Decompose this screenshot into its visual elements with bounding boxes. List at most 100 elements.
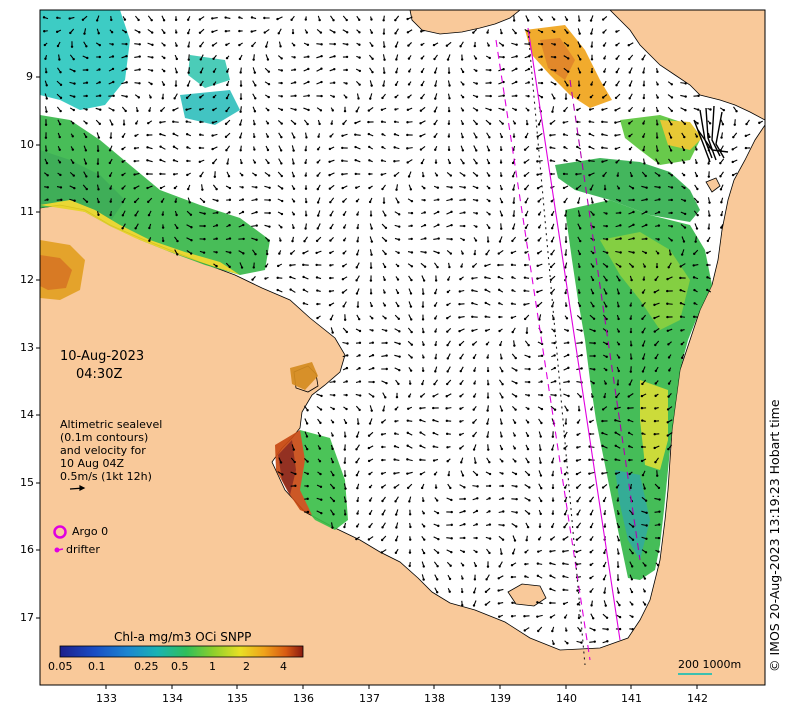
velocity-arrow-head: [203, 224, 206, 228]
velocity-arrow-head: [463, 486, 466, 489]
velocity-arrow-head: [239, 84, 243, 87]
velocity-arrow-head: [199, 58, 202, 61]
velocity-arrow-head: [513, 539, 517, 542]
velocity-arrow-head: [241, 198, 245, 201]
velocity-arrow-head: [407, 57, 411, 60]
velocity-arrow-head: [499, 161, 503, 164]
velocity-arrow-head: [368, 485, 372, 489]
velocity-arrow-head: [682, 161, 686, 164]
velocity-arrow-head: [174, 18, 178, 22]
velocity-arrow-head: [643, 265, 646, 268]
velocity-arrow-head: [294, 484, 297, 488]
velocity-arrow-head: [381, 421, 384, 424]
velocity-arrow-head: [527, 109, 530, 112]
velocity-arrow-head: [502, 80, 505, 84]
velocity-arrow-head: [394, 513, 398, 516]
velocity-arrow-head: [358, 329, 362, 333]
velocity-arrow-head: [602, 174, 605, 178]
velocity-arrow-head: [693, 252, 696, 256]
velocity-arrow-head: [437, 237, 440, 240]
x-tick-142: 142: [687, 692, 708, 705]
velocity-arrow-head: [721, 123, 725, 126]
velocity-arrow-head: [138, 31, 141, 34]
velocity-arrow-head: [564, 214, 567, 217]
velocity-arrow-head: [487, 174, 491, 177]
velocity-arrow-head: [432, 431, 435, 435]
velocity-arrow-head: [315, 276, 319, 279]
velocity-arrow-head: [86, 68, 89, 72]
velocity-arrow-head: [185, 120, 188, 123]
velocity-arrow-head: [540, 81, 544, 85]
velocity-arrow-head: [318, 459, 322, 463]
velocity-arrow-head: [486, 422, 489, 425]
velocity-arrow-head: [549, 550, 552, 553]
velocity-arrow-head: [409, 292, 413, 295]
velocity-arrow-head: [367, 459, 371, 463]
velocity-arrow-head: [133, 159, 136, 163]
velocity-arrow-head: [591, 292, 595, 295]
velocity-arrow-head: [540, 42, 544, 46]
velocity-arrow-head: [618, 211, 622, 214]
velocity-arrow-head: [513, 447, 517, 450]
velocity-arrow-head: [358, 341, 362, 345]
velocity-arrow-head: [212, 83, 216, 86]
velocity-arrow-head: [720, 213, 723, 217]
velocity-arrow-head: [446, 343, 449, 347]
velocity-arrow-head: [436, 265, 439, 269]
velocity-arrow-head: [745, 122, 748, 126]
velocity-arrow-head: [538, 525, 542, 528]
velocity-arrow-head: [276, 17, 279, 21]
velocity-arrow-head: [329, 200, 332, 204]
velocity-arrow-head: [589, 188, 593, 191]
velocity-arrow-head: [254, 97, 257, 100]
velocity-arrow-head: [471, 343, 475, 346]
velocity-arrow-head: [367, 434, 371, 437]
velocity-arrow-head: [603, 187, 607, 191]
velocity-arrow-head: [125, 55, 128, 58]
velocity-arrow-head: [525, 331, 529, 334]
velocity-arrow-head: [500, 174, 503, 177]
velocity-arrow-head: [645, 537, 648, 540]
velocity-arrow-head: [615, 395, 618, 399]
velocity-arrow-head: [72, 57, 75, 61]
velocity-arrow-head: [125, 42, 128, 46]
x-tick-137: 137: [359, 692, 380, 705]
velocity-arrow-head: [475, 523, 478, 526]
velocity-arrow-head: [368, 472, 371, 476]
velocity-arrow-head: [575, 472, 579, 476]
velocity-arrow-head: [524, 239, 527, 242]
velocity-arrow-head: [670, 239, 673, 242]
velocity-arrow-head: [251, 278, 254, 281]
velocity-arrow-head: [397, 317, 401, 321]
velocity-arrow-head: [575, 550, 578, 554]
velocity-arrow-head: [174, 200, 177, 203]
velocity-arrow-head: [99, 108, 102, 111]
velocity-arrow-head: [293, 136, 296, 139]
velocity-arrow-head: [603, 70, 606, 73]
velocity-arrow-head: [333, 67, 336, 71]
velocity-arrow-head: [73, 82, 76, 85]
velocity-arrow-head: [642, 84, 646, 87]
velocity-arrow-head: [240, 161, 243, 165]
velocity-arrow-head: [409, 382, 412, 385]
velocity-arrow-head: [332, 486, 335, 490]
velocity-arrow-head: [212, 57, 215, 60]
velocity-arrow-head: [580, 641, 583, 644]
velocity-arrow-head: [666, 277, 669, 281]
velocity-arrow-head: [432, 395, 435, 398]
velocity-arrow-head: [472, 408, 475, 411]
velocity-arrow-head: [397, 213, 401, 216]
reference-arrow: [69, 485, 86, 491]
velocity-arrow-head: [133, 200, 137, 204]
velocity-arrow-head: [706, 263, 709, 267]
velocity-arrow-head: [588, 108, 592, 111]
velocity-arrow-head: [318, 447, 322, 450]
velocity-arrow-head: [422, 279, 426, 282]
velocity-arrow-head: [653, 433, 656, 436]
velocity-arrow-head: [501, 382, 504, 386]
velocity-arrow-head: [667, 395, 670, 398]
velocity-arrow-head: [462, 238, 465, 242]
velocity-arrow-head: [563, 109, 566, 113]
velocity-arrow-head: [475, 473, 479, 477]
velocity-arrow-head: [346, 31, 349, 34]
